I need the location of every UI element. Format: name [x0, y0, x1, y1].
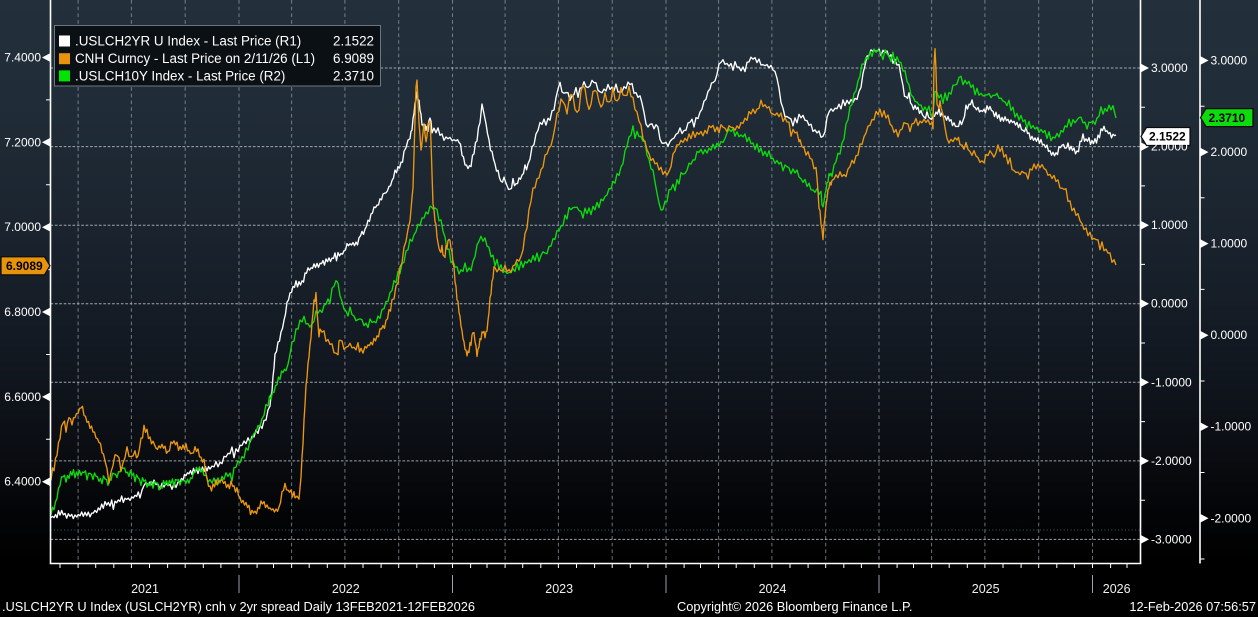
svg-text:6.9089: 6.9089	[333, 51, 374, 66]
svg-text:1.0000: 1.0000	[1151, 218, 1188, 232]
svg-text:-3.0000: -3.0000	[1151, 532, 1192, 546]
svg-text:7.2000: 7.2000	[4, 135, 41, 149]
svg-text:0.0000: 0.0000	[1151, 297, 1188, 311]
svg-text:-1.0000: -1.0000	[1151, 375, 1192, 389]
svg-text:12-Feb-2026 07:56:57: 12-Feb-2026 07:56:57	[1129, 599, 1256, 614]
svg-text:.USLCH10Y Index - Last Price (: .USLCH10Y Index - Last Price (R2)	[75, 68, 285, 83]
svg-text:6.4000: 6.4000	[4, 475, 41, 489]
svg-text:CNH Curncy - Last Price on 2/1: CNH Curncy - Last Price on 2/11/26 (L1)	[75, 51, 315, 66]
svg-text:2021: 2021	[131, 582, 159, 596]
svg-text:2.0000: 2.0000	[1151, 140, 1188, 154]
svg-text:2023: 2023	[545, 582, 573, 596]
svg-text:0.0000: 0.0000	[1211, 328, 1248, 342]
svg-text:2.1522: 2.1522	[333, 34, 374, 49]
svg-text:3.0000: 3.0000	[1151, 61, 1188, 75]
svg-text:2025: 2025	[972, 582, 1000, 596]
svg-text:1.0000: 1.0000	[1211, 237, 1248, 251]
svg-text:6.6000: 6.6000	[4, 390, 41, 404]
svg-text:7.4000: 7.4000	[4, 51, 41, 65]
svg-text:3.0000: 3.0000	[1211, 54, 1248, 68]
svg-text:6.8000: 6.8000	[4, 305, 41, 319]
svg-text:7.0000: 7.0000	[4, 220, 41, 234]
svg-text:2022: 2022	[332, 582, 360, 596]
svg-text:6.9089: 6.9089	[6, 259, 43, 273]
svg-text:-2.0000: -2.0000	[1151, 454, 1192, 468]
svg-text:2.0000: 2.0000	[1211, 145, 1248, 159]
svg-text:-1.0000: -1.0000	[1211, 420, 1252, 434]
svg-text:Copyright© 2026 Bloomberg Fina: Copyright© 2026 Bloomberg Finance L.P.	[677, 599, 912, 614]
svg-text:2.1522: 2.1522	[1149, 130, 1186, 144]
svg-text:2.3710: 2.3710	[333, 68, 374, 83]
svg-text:.USLCH2YR U Index - Last Price: .USLCH2YR U Index - Last Price (R1)	[75, 34, 301, 49]
svg-text:.USLCH2YR U Index (USLCH2YR) c: .USLCH2YR U Index (USLCH2YR) cnh v 2yr s…	[2, 599, 475, 614]
svg-text:2026: 2026	[1103, 582, 1131, 596]
svg-text:2024: 2024	[759, 582, 787, 596]
svg-text:-2.0000: -2.0000	[1211, 511, 1252, 525]
svg-text:2.3710: 2.3710	[1209, 111, 1246, 125]
